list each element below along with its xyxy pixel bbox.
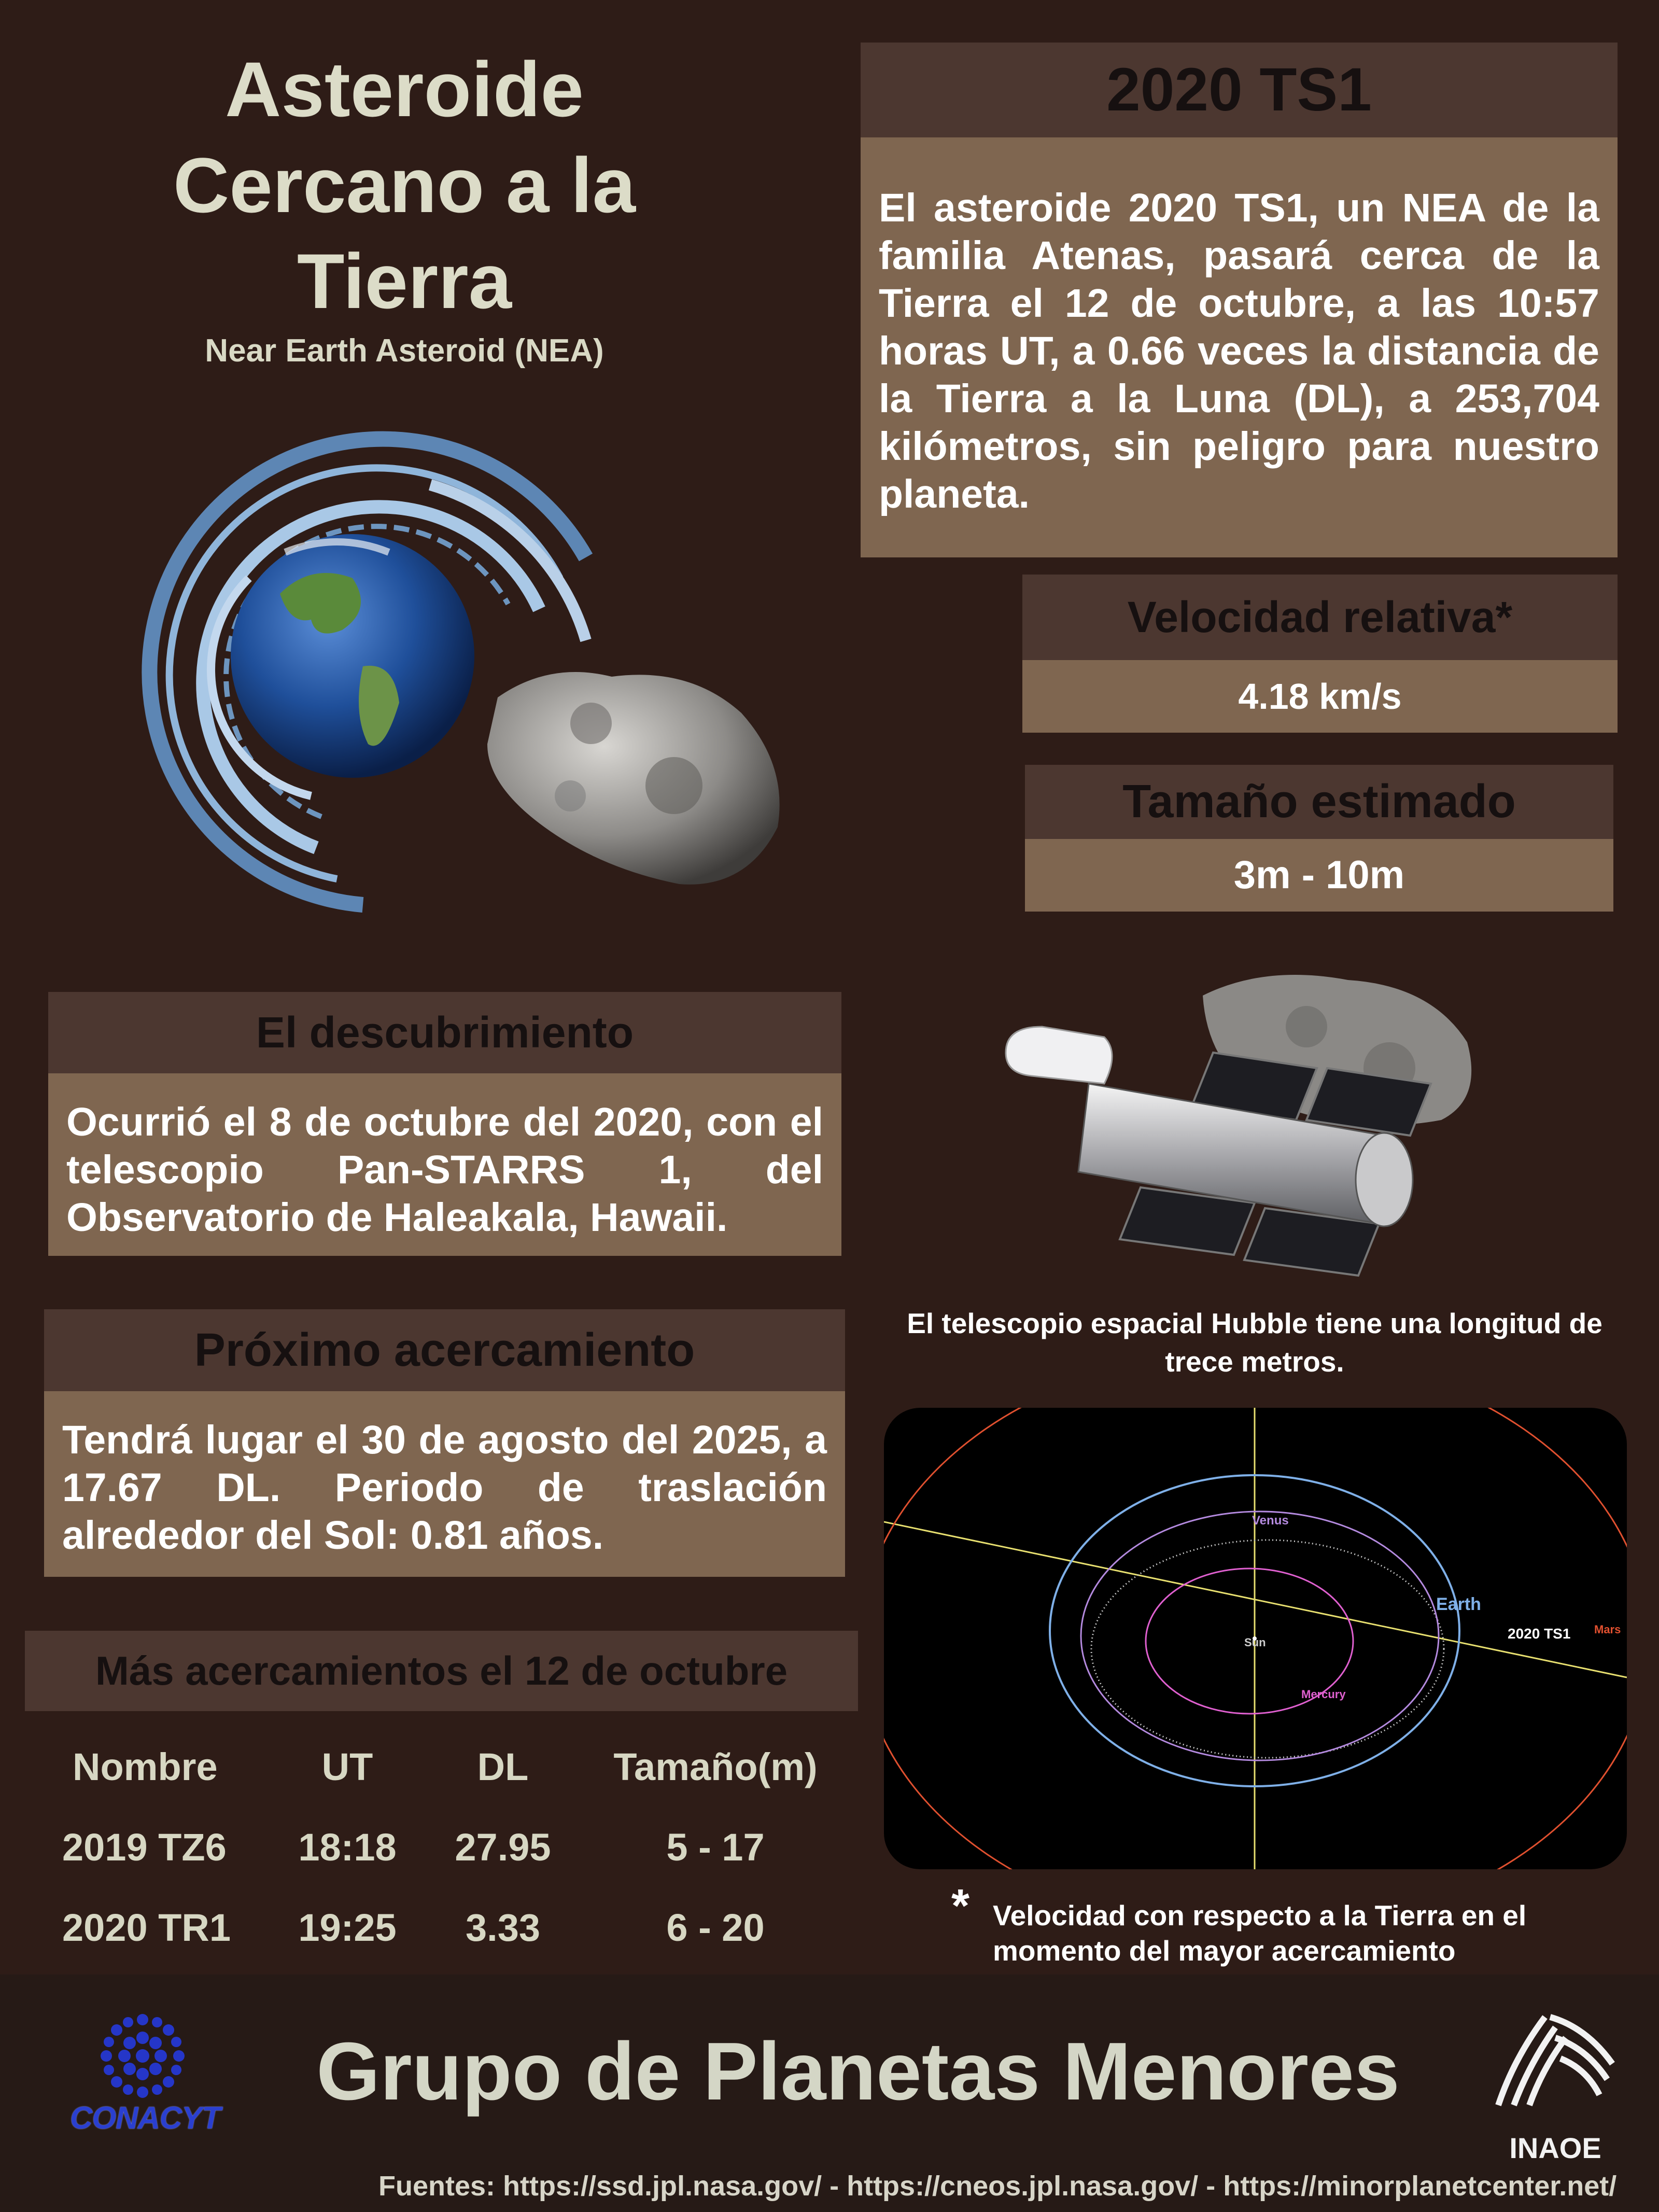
discovery-description: Ocurrió el 8 de octubre del 2020, con el…	[48, 1073, 841, 1256]
mercury-label: Mercury	[1301, 1688, 1346, 1701]
mars-label: Mars	[1594, 1623, 1621, 1636]
hubble-illustration	[1005, 975, 1472, 1277]
next-approach-description: Tendrá lugar el 30 de agosto del 2025, a…	[44, 1391, 845, 1577]
table-cell-dl: 27.95	[455, 1826, 551, 1869]
approaches-table: Nombre UT DL Tamaño(m) 2019 TZ6 18:18 27…	[31, 1727, 861, 1968]
column-header-name: Nombre	[73, 1745, 218, 1788]
earth-label: Earth	[1436, 1594, 1481, 1614]
next-approach-header: Próximo acercamiento	[44, 1309, 845, 1391]
footer-title: Grupo de Planetas Menores	[316, 2026, 1400, 2117]
column-header-ut: UT	[321, 1745, 373, 1788]
table-cell-name: 2019 TZ6	[62, 1826, 227, 1869]
mercury-orbit	[1145, 1567, 1354, 1715]
aperture-door	[1005, 1026, 1113, 1085]
discovery-header: El descubrimiento	[48, 992, 841, 1073]
venus-label: Venus	[1252, 1514, 1289, 1528]
footnote-text: Velocidad con respecto a la Tierra en el…	[993, 1899, 1527, 1967]
more-approaches-header: Más acercamientos el 12 de octubre	[25, 1631, 858, 1711]
earth-orbit	[1049, 1474, 1460, 1787]
footnote-asterisk: *	[951, 1880, 970, 1932]
velocity-value: 4.18 km/s	[1022, 660, 1618, 733]
title-block: Asteroide Cercano a la Tierra Near Earth…	[93, 41, 715, 369]
inaoe-wordmark: INAOE	[1509, 2132, 1601, 2164]
earth-globe	[231, 534, 474, 778]
table-cell-size: 5 - 17	[666, 1826, 765, 1869]
size-value: 3m - 10m	[1025, 839, 1613, 912]
conacyt-logo	[101, 2014, 185, 2098]
page-title-line3: Tierra	[297, 237, 512, 325]
table-row: 2019 TZ6 18:18 27.95 5 - 17	[31, 1807, 861, 1887]
asteroid-description: El asteroide 2020 TS1, un NEA de la fami…	[861, 137, 1618, 557]
inaoe-logo	[1495, 2014, 1615, 2107]
sun-label: Sun	[1244, 1636, 1266, 1649]
asteroid-name-header: 2020 TS1	[861, 43, 1618, 137]
table-row: 2020 TR1 19:25 3.33 6 - 20	[31, 1887, 861, 1968]
hubble-caption: El telescopio espacial Hubble tiene una …	[907, 1307, 1602, 1378]
sun-marker	[1253, 1636, 1257, 1641]
size-header: Tamaño estimado	[1025, 765, 1613, 839]
asteroid-orbit	[1090, 1539, 1445, 1759]
table-cell-size: 6 - 20	[666, 1906, 765, 1949]
earth-asteroid-illustration	[142, 431, 780, 913]
sources-text: Fuentes: https://ssd.jpl.nasa.gov/ - htt…	[378, 2171, 1617, 2202]
page-subtitle: Near Earth Asteroid (NEA)	[205, 333, 604, 369]
conacyt-wordmark: CONACYT	[70, 2101, 221, 2135]
footer-band	[0, 1975, 1659, 2212]
velocity-header: Velocidad relativa*	[1022, 575, 1618, 660]
page-title-line2: Cercano a la	[173, 142, 636, 229]
table-header-row: Nombre UT DL Tamaño(m)	[31, 1727, 861, 1807]
orbit-diagram-svg: Venus Earth Sun Mercury 2020 TS1 Mars	[884, 1408, 1627, 1869]
table-cell-name: 2020 TR1	[62, 1906, 231, 1949]
column-header-size: Tamaño(m)	[613, 1745, 818, 1788]
column-header-dl: DL	[477, 1745, 529, 1788]
asteroid-label: 2020 TS1	[1508, 1626, 1570, 1642]
table-cell-ut: 19:25	[298, 1906, 397, 1949]
asteroid-rock	[487, 672, 780, 885]
orbit-diagram: Venus Earth Sun Mercury 2020 TS1 Mars	[884, 1408, 1627, 1869]
footnote: * Velocidad con respecto a la Tierra en …	[951, 1883, 1605, 1968]
venus-orbit	[1080, 1510, 1440, 1761]
page-title-line1: Asteroide	[225, 46, 584, 133]
table-cell-ut: 18:18	[298, 1826, 397, 1869]
table-cell-dl: 3.33	[465, 1906, 541, 1949]
